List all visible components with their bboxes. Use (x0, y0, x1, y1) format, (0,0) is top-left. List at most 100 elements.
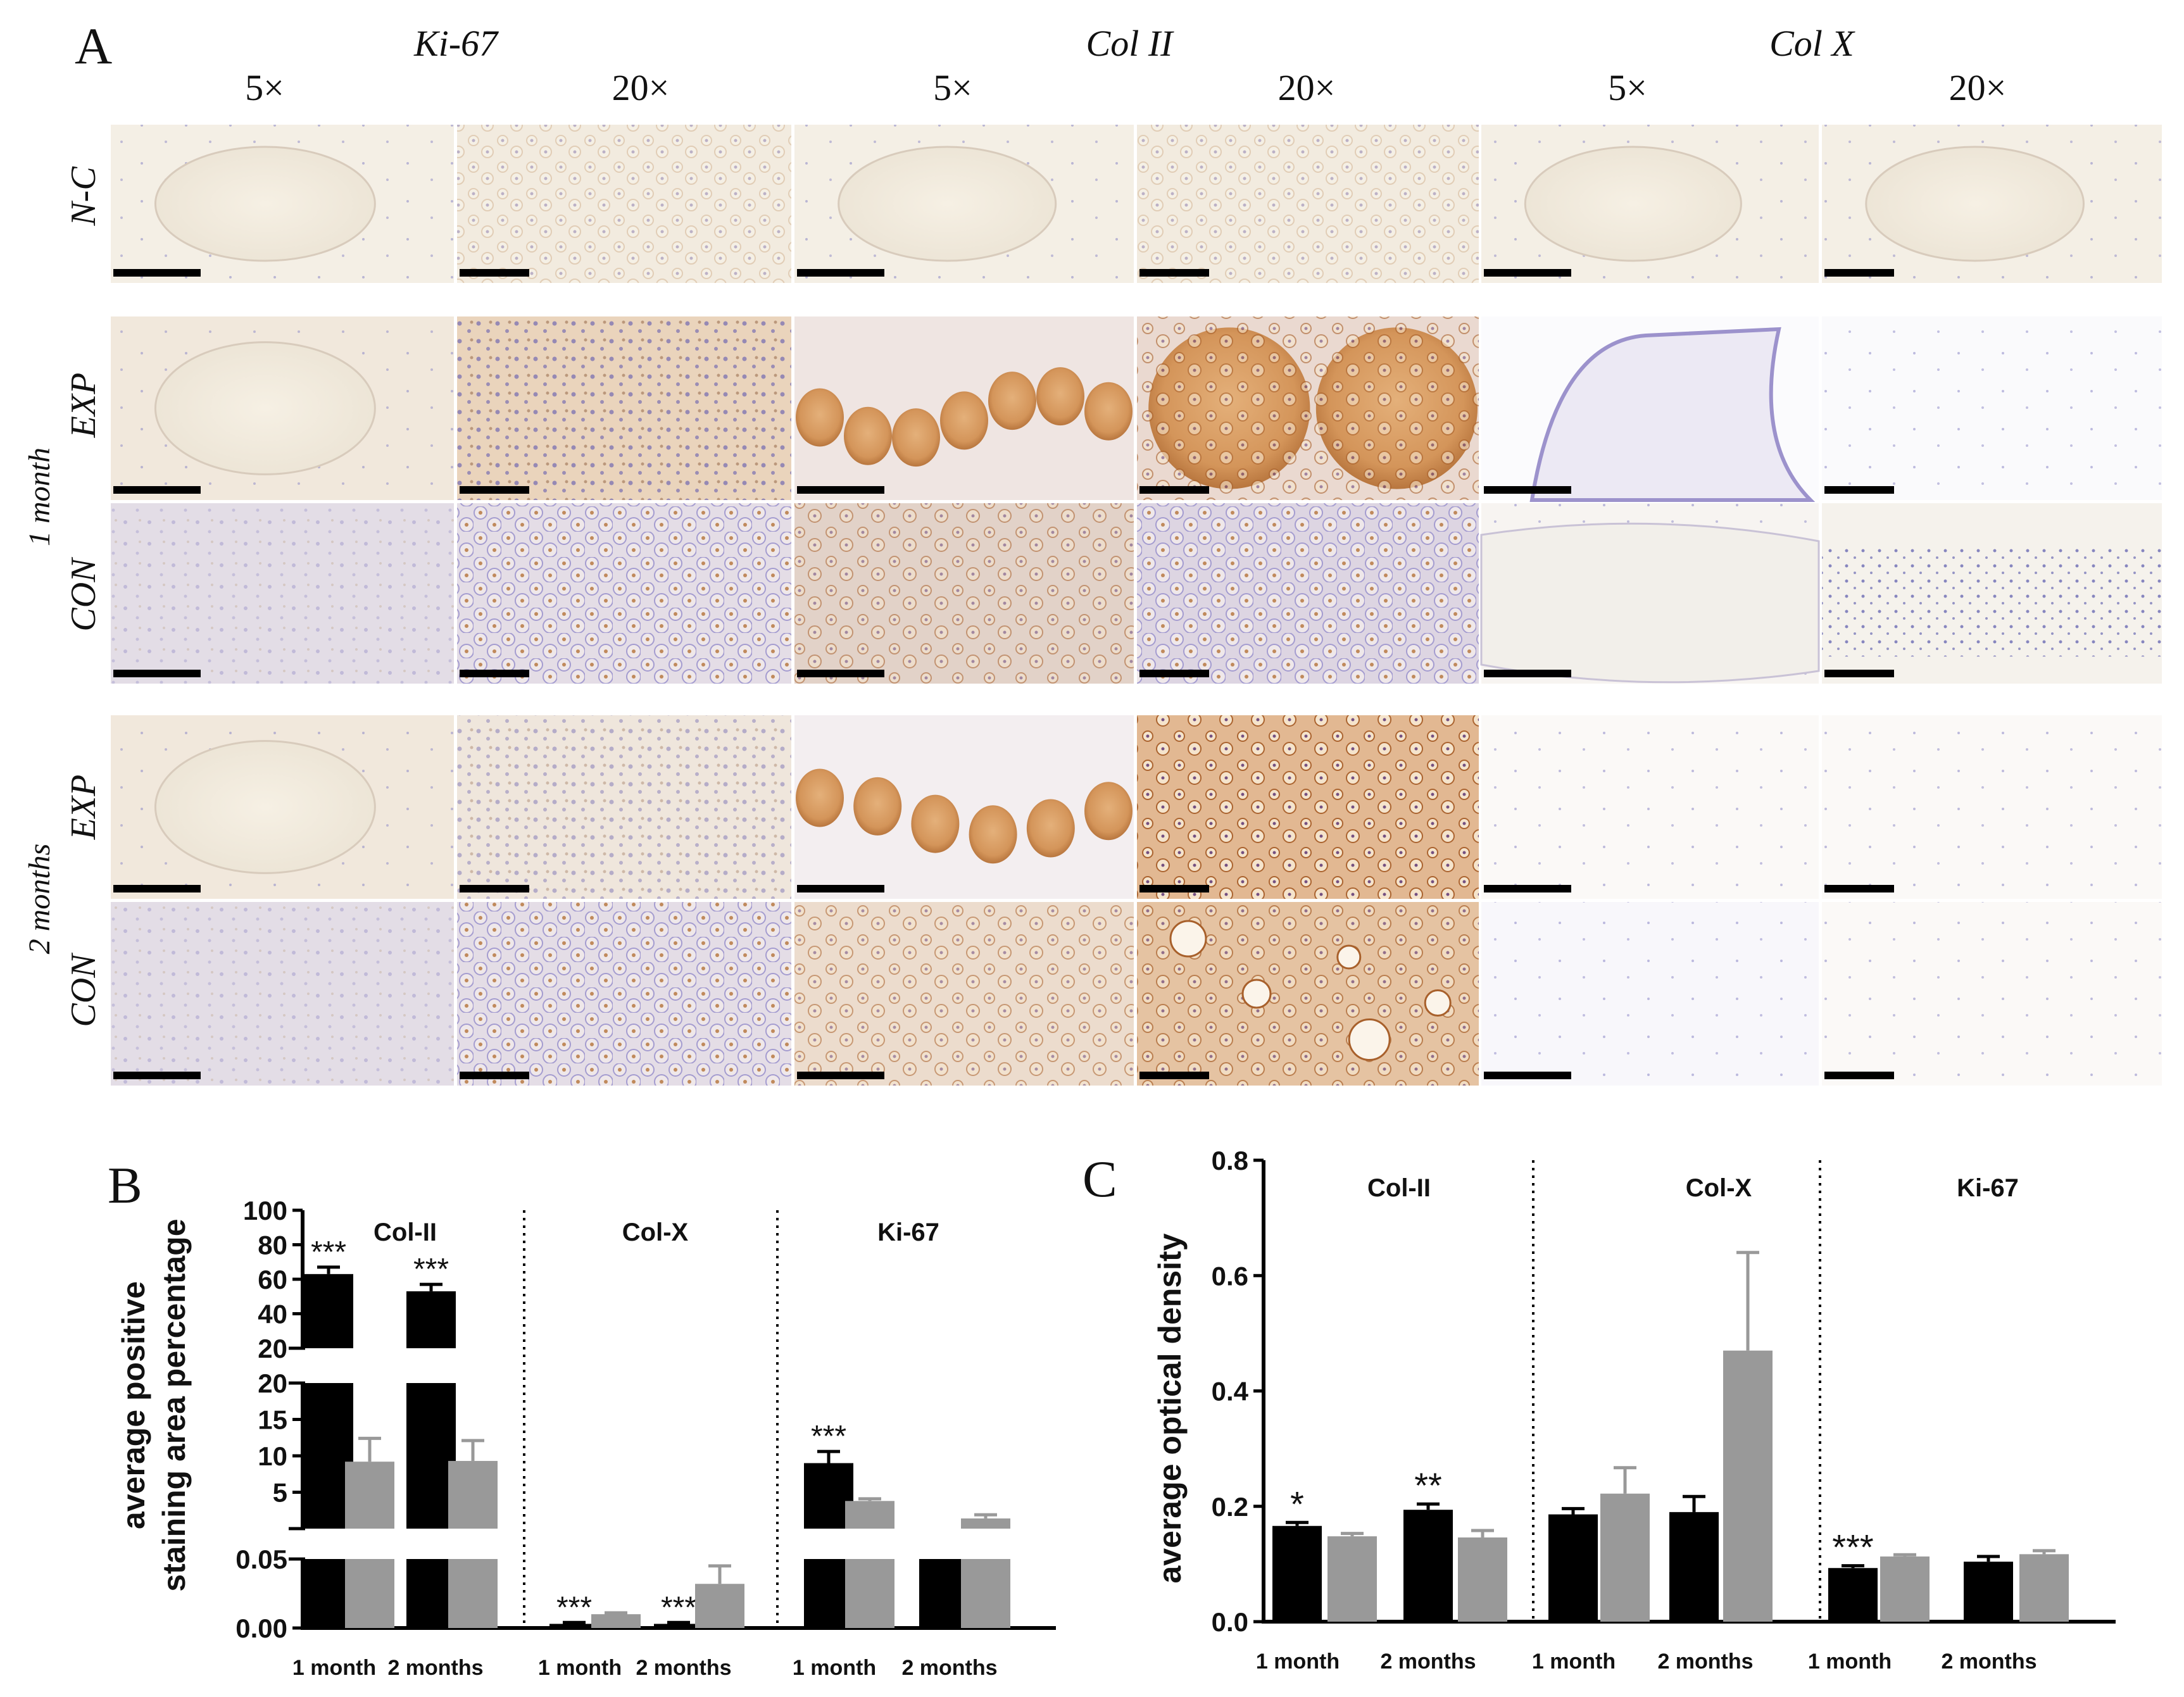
micrograph-panel (794, 902, 1134, 1086)
scale-bar (797, 1072, 884, 1079)
mag-header: 5× (1608, 67, 1647, 108)
mag-header: 5× (933, 67, 972, 108)
micrograph-panel (111, 902, 454, 1086)
y-tick-label: 40 (258, 1299, 287, 1329)
bar (845, 1501, 894, 1529)
scale-bar (1139, 670, 1209, 677)
panel-b-ylabel-line1: average positive (116, 1281, 151, 1529)
significance-marker: *** (311, 1236, 346, 1269)
panel-c-ylabel: average optical density (1152, 1233, 1188, 1583)
scale-bar (797, 885, 884, 892)
panel-b-label: B (108, 1156, 142, 1214)
micrograph-panel (1137, 125, 1479, 283)
bar (1458, 1537, 1507, 1622)
y-tick-label: 10 (258, 1441, 287, 1471)
significance-marker: *** (413, 1253, 449, 1286)
micrograph-panel (1137, 503, 1479, 684)
micrograph-panel (1481, 125, 1819, 283)
bar (1548, 1514, 1598, 1622)
bar (448, 1461, 498, 1529)
row-label-exp-2m: EXP (64, 775, 103, 841)
bar (845, 1559, 894, 1628)
scale-bar (1139, 1072, 1209, 1079)
y-tick-label: 0.4 (1212, 1377, 1249, 1406)
scale-bar (1824, 670, 1894, 677)
bar (1828, 1568, 1878, 1622)
micrograph-panel (1822, 902, 2162, 1086)
scale-bar (797, 269, 884, 277)
scale-bar (113, 885, 201, 892)
y-tick-label: 0.0 (1212, 1607, 1248, 1637)
micrograph-panel (794, 125, 1134, 283)
row-label-con-2m: CON (64, 953, 103, 1027)
x-tick-label: 1 month (1808, 1650, 1892, 1674)
bar (1272, 1525, 1322, 1622)
micrograph-panel (794, 715, 1134, 899)
micrograph-panel (111, 503, 454, 684)
scale-bar (1484, 670, 1571, 677)
micrograph-panel (111, 125, 454, 283)
bar (654, 1624, 703, 1628)
scale-bar (113, 1072, 201, 1079)
panel-c-chart: C average optical density Col-II Col-X K… (1083, 1146, 2116, 1674)
significance-marker: *** (556, 1591, 592, 1624)
scale-bar (797, 670, 884, 677)
bar (406, 1291, 456, 1348)
y-tick-label: 20 (258, 1334, 287, 1363)
scale-bar (113, 670, 201, 677)
bar (1964, 1562, 2013, 1622)
panel-b-chart: B average positive staining area percent… (108, 1156, 1056, 1680)
y-tick-label: 0.6 (1212, 1261, 1248, 1291)
micrograph-panel (1137, 316, 1479, 500)
scale-bar (113, 269, 201, 277)
y-tick-label: 20 (258, 1368, 287, 1398)
micrograph-panel (1137, 902, 1479, 1086)
bar (448, 1559, 498, 1628)
scale-bar (1484, 1072, 1571, 1079)
x-tick-label: 1 month (793, 1656, 876, 1680)
panel-b-group-label: Ki-67 (877, 1218, 939, 1246)
micrograph-panel (457, 316, 791, 500)
group-label-2-months: 2 months (23, 844, 56, 955)
scale-bar (460, 486, 529, 494)
stain-header-ki67: Ki-67 (413, 23, 499, 64)
scale-bar (1139, 885, 1209, 892)
x-tick-label: 1 month (538, 1656, 622, 1680)
significance-marker: *** (811, 1420, 846, 1453)
y-tick-label: 60 (258, 1265, 287, 1294)
scale-bar (1824, 486, 1894, 494)
micrograph-panel (1481, 902, 1819, 1086)
micrograph-panel (794, 316, 1134, 500)
micrograph-panel (1480, 503, 1820, 684)
row-label-con-1m: CON (64, 557, 103, 632)
scale-bar (460, 269, 529, 277)
bar (1600, 1493, 1650, 1622)
mag-header: 20× (1278, 67, 1336, 108)
scale-bar (797, 486, 884, 494)
scale-bar (1484, 269, 1571, 277)
x-tick-label: 2 months (901, 1656, 997, 1680)
bar (2019, 1554, 2069, 1622)
micrograph-panel (1822, 715, 2162, 899)
scale-bar (460, 1072, 529, 1079)
bar (1723, 1350, 1773, 1622)
row-label-exp-1m: EXP (64, 373, 103, 439)
stain-header-colii: Col II (1086, 23, 1175, 64)
scale-bar (1824, 885, 1894, 892)
stain-header-colx: Col X (1769, 23, 1855, 64)
x-tick-label: 2 months (636, 1656, 731, 1680)
bar (919, 1559, 969, 1628)
mag-header: 20× (612, 67, 670, 108)
bar (1880, 1556, 1930, 1622)
significance-marker: *** (1832, 1527, 1873, 1567)
scale-bar (1139, 486, 1209, 494)
y-tick-label: 0.2 (1212, 1492, 1248, 1522)
micrograph-panel (1481, 715, 1819, 899)
y-tick-label: 0.8 (1212, 1146, 1248, 1175)
scale-bar (1824, 269, 1894, 277)
scale-bar (113, 486, 201, 494)
bar (961, 1559, 1010, 1628)
panel-b-ylabel-line2: staining area percentage (156, 1218, 192, 1591)
y-tick-label: 0.00 (235, 1613, 287, 1643)
